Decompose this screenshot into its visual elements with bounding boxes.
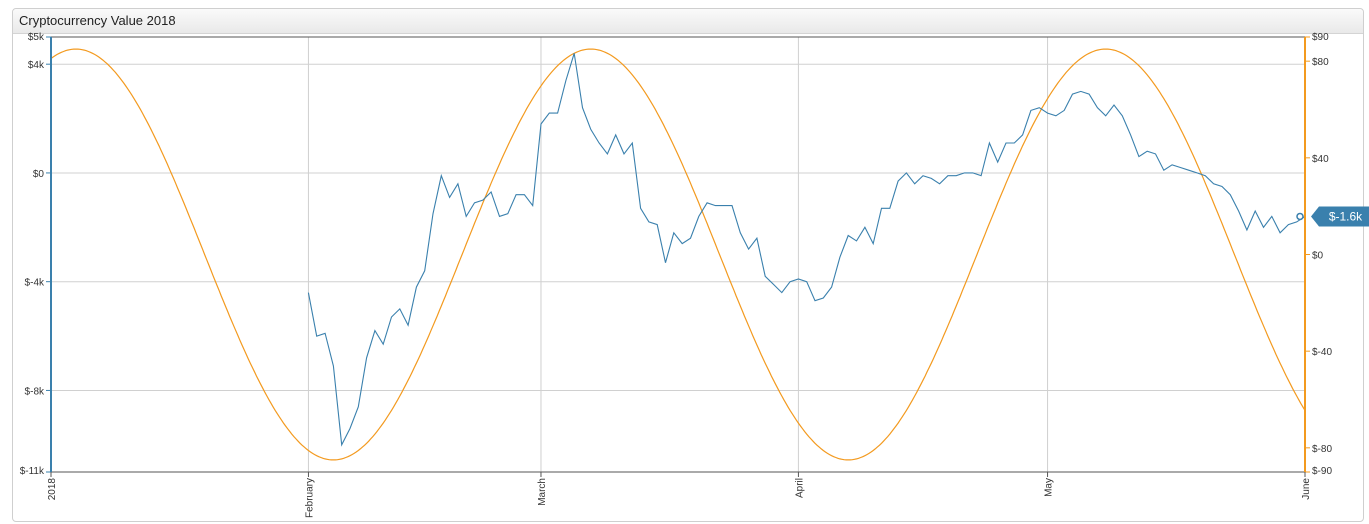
last-value-marker	[1296, 212, 1304, 221]
y-right-tick-label: $80	[1312, 57, 1329, 68]
series-layer	[50, 48, 1306, 461]
y-right-tick-label: $0	[1312, 251, 1324, 262]
x-tick-label: April	[794, 478, 805, 498]
last-value-badge-label: $-1.6k	[1329, 209, 1363, 223]
chart-widget: Cryptocurrency Value 2018	[12, 8, 1364, 522]
grid-layer	[50, 36, 1306, 473]
x-tick-label: February	[304, 478, 315, 518]
x-tick-label: March	[537, 478, 548, 506]
y-left-tick-label: $0	[33, 169, 45, 180]
x-tick-label: May	[1044, 478, 1055, 497]
y-right-tick-label: $90	[1312, 32, 1329, 43]
y-right-tick-label: $40	[1312, 154, 1329, 165]
y-right-tick-label: $-90	[1312, 466, 1332, 477]
x-tick-label: June	[1301, 478, 1312, 500]
y-right-tick-label: $-40	[1312, 347, 1332, 358]
last-value-badge	[1311, 206, 1369, 227]
y-left-tick-label: $5k	[28, 32, 45, 43]
widget-header: Cryptocurrency Value 2018	[13, 9, 1363, 34]
badge-layer: $-1.6k	[1296, 206, 1369, 227]
y-left-tick-label: $4k	[28, 60, 45, 71]
series-line-right	[50, 48, 1306, 461]
y-left-tick-label: $-8k	[25, 386, 45, 397]
y-left-tick-label: $-4k	[25, 278, 45, 289]
y-left-tick-label: $-11k	[20, 466, 45, 477]
axis-layer: $5k $4k $0 $-4k $-8k $-11k $90 $80 $40 $0 $-40 $-80…	[20, 32, 1333, 518]
widget-title: Cryptocurrency Value 2018	[19, 13, 176, 28]
y-right-tick-label: $-80	[1312, 444, 1332, 455]
x-tick-label: 2018	[47, 478, 58, 501]
series-line-left	[307, 53, 1306, 447]
